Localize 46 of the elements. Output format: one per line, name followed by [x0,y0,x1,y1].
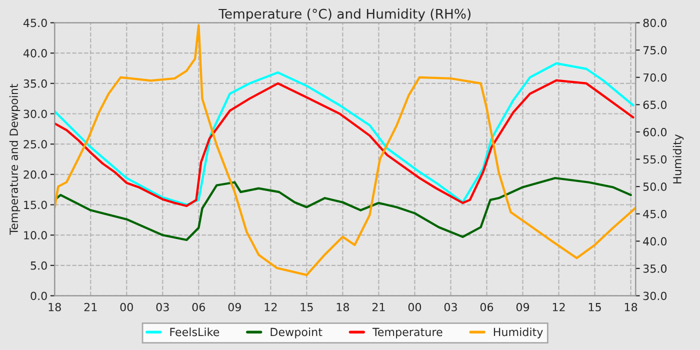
y2-tick-label: 40.0 [643,237,667,246]
x-tick-label: 18 [336,302,350,312]
y2-tick-label: 30.0 [643,292,667,300]
x-tick-label: 00 [120,302,133,312]
y-tick-label: 20.0 [24,170,47,179]
line-series [54,176,632,242]
y2-tick-label: 35.0 [643,264,667,273]
x-tick-label: 21 [372,302,385,312]
x-tick-label: 06 [480,302,494,312]
x-tick-label: 03 [444,302,457,312]
legend-label: Temperature [372,328,442,338]
y-tick-label: 30.0 [24,110,47,118]
y2-axis-title: Humidity [672,134,684,184]
y2-tick-label: 75.0 [643,46,667,54]
y2-tick-label: 65.0 [643,100,667,110]
legend-label: Dewpoint [270,328,322,338]
chart-title: Temperature (°C) and Humidity (RH%) [218,8,470,22]
x-tick-label: 18 [624,302,638,312]
y-tick-label: 35.0 [24,79,47,88]
x-tick-label: 12 [264,302,277,312]
x-tick-label: 21 [84,302,97,312]
y2-tick-label: 55.0 [643,155,667,164]
x-tick-label: 09 [228,302,241,312]
y2-tick-label: 50.0 [643,182,667,191]
x-tick-label: 12 [552,302,565,312]
x-tick-label: 06 [192,302,206,312]
x-tick-label: 09 [516,302,530,312]
y-tick-label: 10.0 [24,231,47,240]
y-tick-label: 15.0 [24,200,47,210]
y2-tick-label: 70.0 [643,73,667,82]
legend-label: FeelsLike [170,328,220,336]
x-tick-label: 15 [588,303,601,312]
y2-tick-label: 45.0 [643,210,667,218]
y2-tick-label: 60.0 [643,128,667,136]
x-tick-label: 15 [300,303,313,312]
y-axis-title: Temperature and Dewpoint [9,84,20,235]
y-tick-label: 25.0 [24,140,47,148]
x-tick-label: 00 [408,302,422,312]
y-tick-label: 0.0 [30,292,47,300]
x-tick-label: 18 [48,302,61,312]
y-tick-label: 45.0 [23,18,47,28]
y-tick-label: 40.0 [23,49,47,58]
y-tick-label: 5.0 [30,261,47,270]
legend-label: Humidity [494,328,543,338]
x-tick-label: 03 [156,302,169,312]
y2-tick-label: 80.0 [643,18,667,28]
